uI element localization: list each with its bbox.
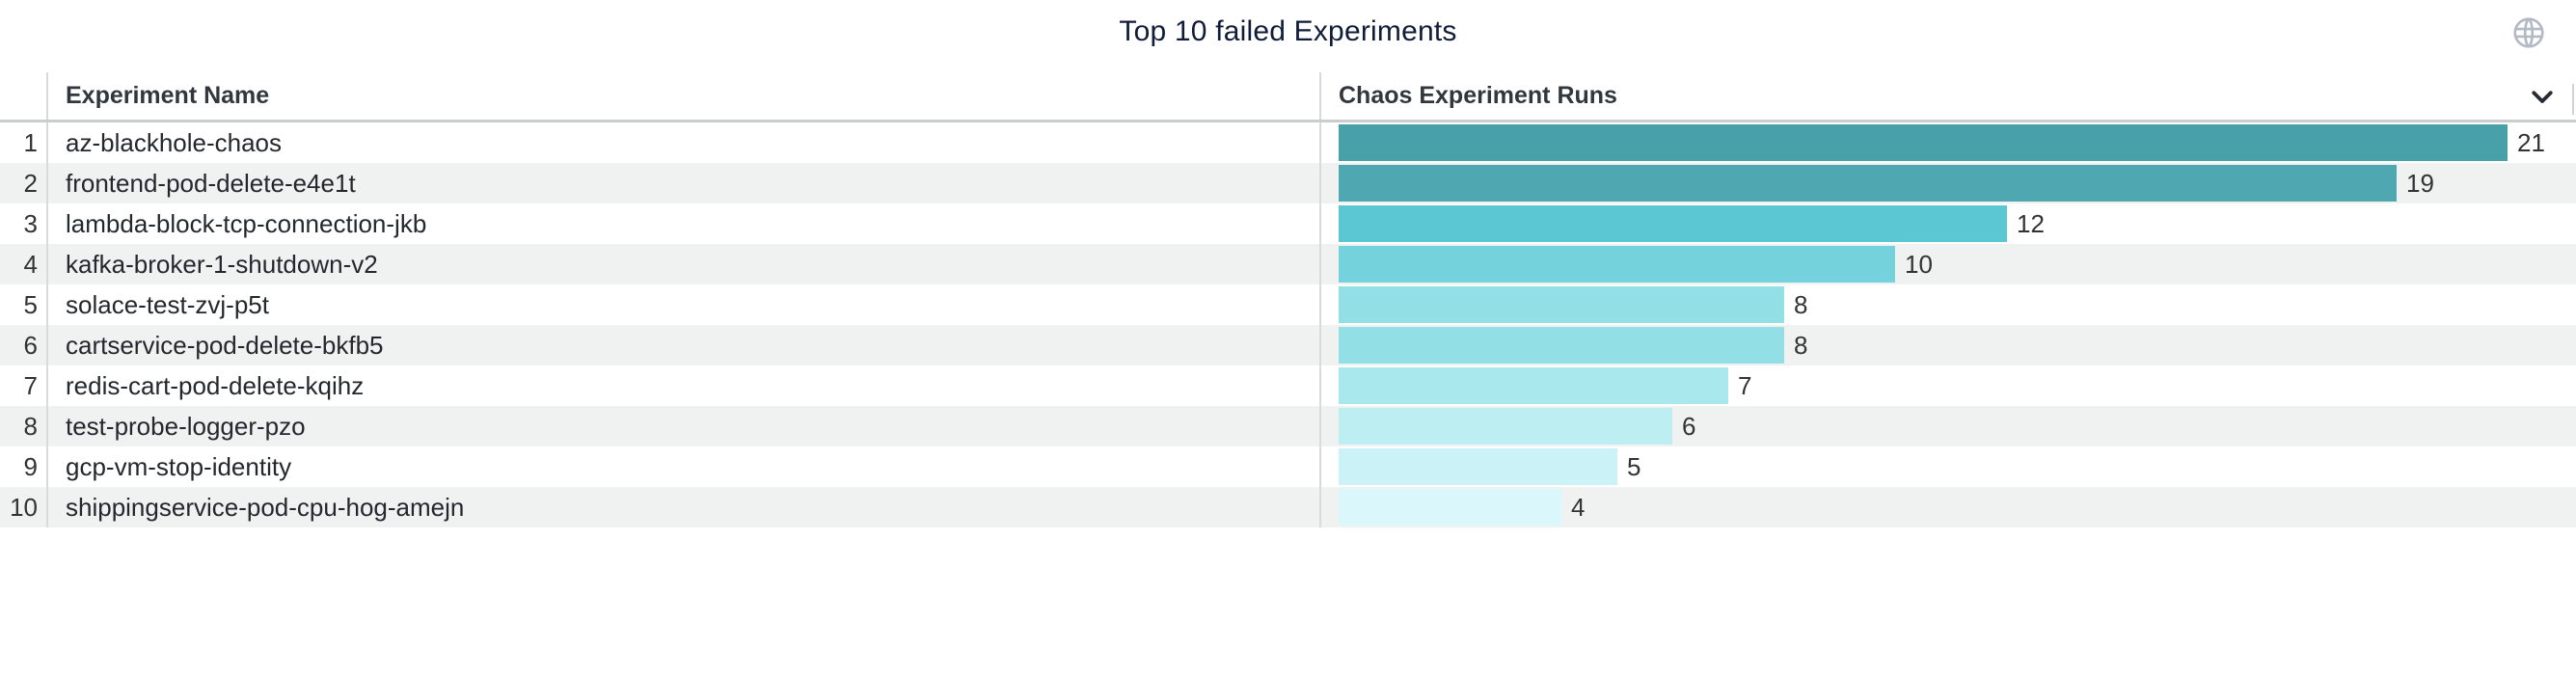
experiment-name: gcp-vm-stop-identity: [66, 451, 292, 481]
bar: [1339, 124, 2508, 161]
bar-cell: 19: [1319, 163, 2576, 203]
bar-value-label: 19: [2406, 168, 2434, 198]
bar: [1339, 448, 1617, 485]
bar-cell: 7: [1319, 365, 2576, 406]
row-rank: 2: [0, 163, 48, 203]
bar-track: 6: [1339, 408, 2525, 445]
table-row: 3 lambda-block-tcp-connection-jkb 12: [0, 203, 2576, 244]
bar-track: 8: [1339, 327, 2525, 364]
bar-cell: 6: [1319, 406, 2576, 446]
bar-cell: 8: [1319, 284, 2576, 325]
row-rank: 8: [0, 406, 48, 446]
page-title: Top 10 failed Experiments: [1119, 15, 1457, 47]
experiment-name: az-blackhole-chaos: [66, 127, 283, 157]
bar-track: 5: [1339, 448, 2525, 485]
bar-track: 7: [1339, 367, 2525, 404]
row-rank: 5: [0, 284, 48, 325]
bar: [1339, 165, 2397, 202]
table-row: 8 test-probe-logger-pzo 6: [0, 406, 2576, 446]
bar-value-label: 21: [2517, 127, 2545, 157]
bar: [1339, 286, 1784, 323]
experiment-name: lambda-block-tcp-connection-jkb: [66, 208, 427, 238]
table-row: 7 redis-cart-pod-delete-kqihz 7: [0, 365, 2576, 406]
bar: [1339, 246, 1895, 283]
chaos-experiment-runs-column-header: Chaos Experiment Runs: [1319, 72, 2576, 120]
table-row: 1 az-blackhole-chaos 21: [0, 122, 2576, 163]
bar-track: 10: [1339, 246, 2525, 283]
bar-cell: 21: [1319, 122, 2576, 163]
bar-cell: 8: [1319, 325, 2576, 365]
experiment-name: frontend-pod-delete-e4e1t: [66, 168, 356, 198]
bar: [1339, 205, 2007, 242]
bar-value-label: 6: [1682, 411, 1696, 441]
bar: [1339, 489, 1561, 526]
chevron-down-icon[interactable]: [2526, 82, 2559, 111]
bar-cell: 4: [1319, 487, 2576, 527]
table-row: 10 shippingservice-pod-cpu-hog-amejn 4: [0, 487, 2576, 527]
bar: [1339, 327, 1784, 364]
experiment-name: kafka-broker-1-shutdown-v2: [66, 249, 378, 279]
bar-track: 4: [1339, 489, 2525, 526]
bar-track: 21: [1339, 124, 2545, 161]
table-rows: 1 az-blackhole-chaos 21 2 frontend-pod-delet…: [0, 122, 2576, 527]
bar-track: 19: [1339, 165, 2525, 202]
bar-value-label: 10: [1905, 249, 1933, 279]
bar-value-label: 5: [1627, 451, 1641, 481]
table-row: 5 solace-test-zvj-p5t 8: [0, 284, 2576, 325]
bar-value-label: 8: [1794, 289, 1808, 319]
table-row: 9 gcp-vm-stop-identity 5: [0, 446, 2576, 487]
bar-value-label: 4: [1571, 492, 1586, 522]
widget-titlebar: Top 10 failed Experiments: [0, 0, 2576, 72]
table-row: 4 kafka-broker-1-shutdown-v2 10: [0, 244, 2576, 284]
bar-track: 12: [1339, 205, 2525, 242]
row-rank: 1: [0, 122, 48, 163]
rank-column-header: [0, 72, 48, 120]
experiment-name: cartservice-pod-delete-bkfb5: [66, 330, 384, 360]
bar: [1339, 367, 1728, 404]
bar-cell: 12: [1319, 203, 2576, 244]
bar-value-label: 12: [2017, 208, 2045, 238]
bar-track: 8: [1339, 286, 2525, 323]
globe-icon: [2510, 14, 2547, 51]
experiment-name: redis-cart-pod-delete-kqihz: [66, 370, 365, 400]
table-header-row: Experiment Name Chaos Experiment Runs: [0, 72, 2576, 122]
bar: [1339, 408, 1672, 445]
experiment-name: shippingservice-pod-cpu-hog-amejn: [66, 492, 465, 522]
bar-value-label: 8: [1794, 330, 1808, 360]
row-rank: 4: [0, 244, 48, 284]
table-row: 2 frontend-pod-delete-e4e1t 19: [0, 163, 2576, 203]
row-rank: 10: [0, 487, 48, 527]
row-rank: 3: [0, 203, 48, 244]
scrollbar-hint: [2572, 84, 2574, 115]
row-rank: 9: [0, 446, 48, 487]
experiment-name-column-header: Experiment Name: [66, 82, 270, 109]
bar-cell: 10: [1319, 244, 2576, 284]
experiment-name: test-probe-logger-pzo: [66, 411, 306, 441]
bar-cell: 5: [1319, 446, 2576, 487]
row-rank: 7: [0, 365, 48, 406]
table-row: 6 cartservice-pod-delete-bkfb5 8: [0, 325, 2576, 365]
experiment-name: solace-test-zvj-p5t: [66, 289, 269, 319]
row-rank: 6: [0, 325, 48, 365]
bar-value-label: 7: [1738, 370, 1752, 400]
